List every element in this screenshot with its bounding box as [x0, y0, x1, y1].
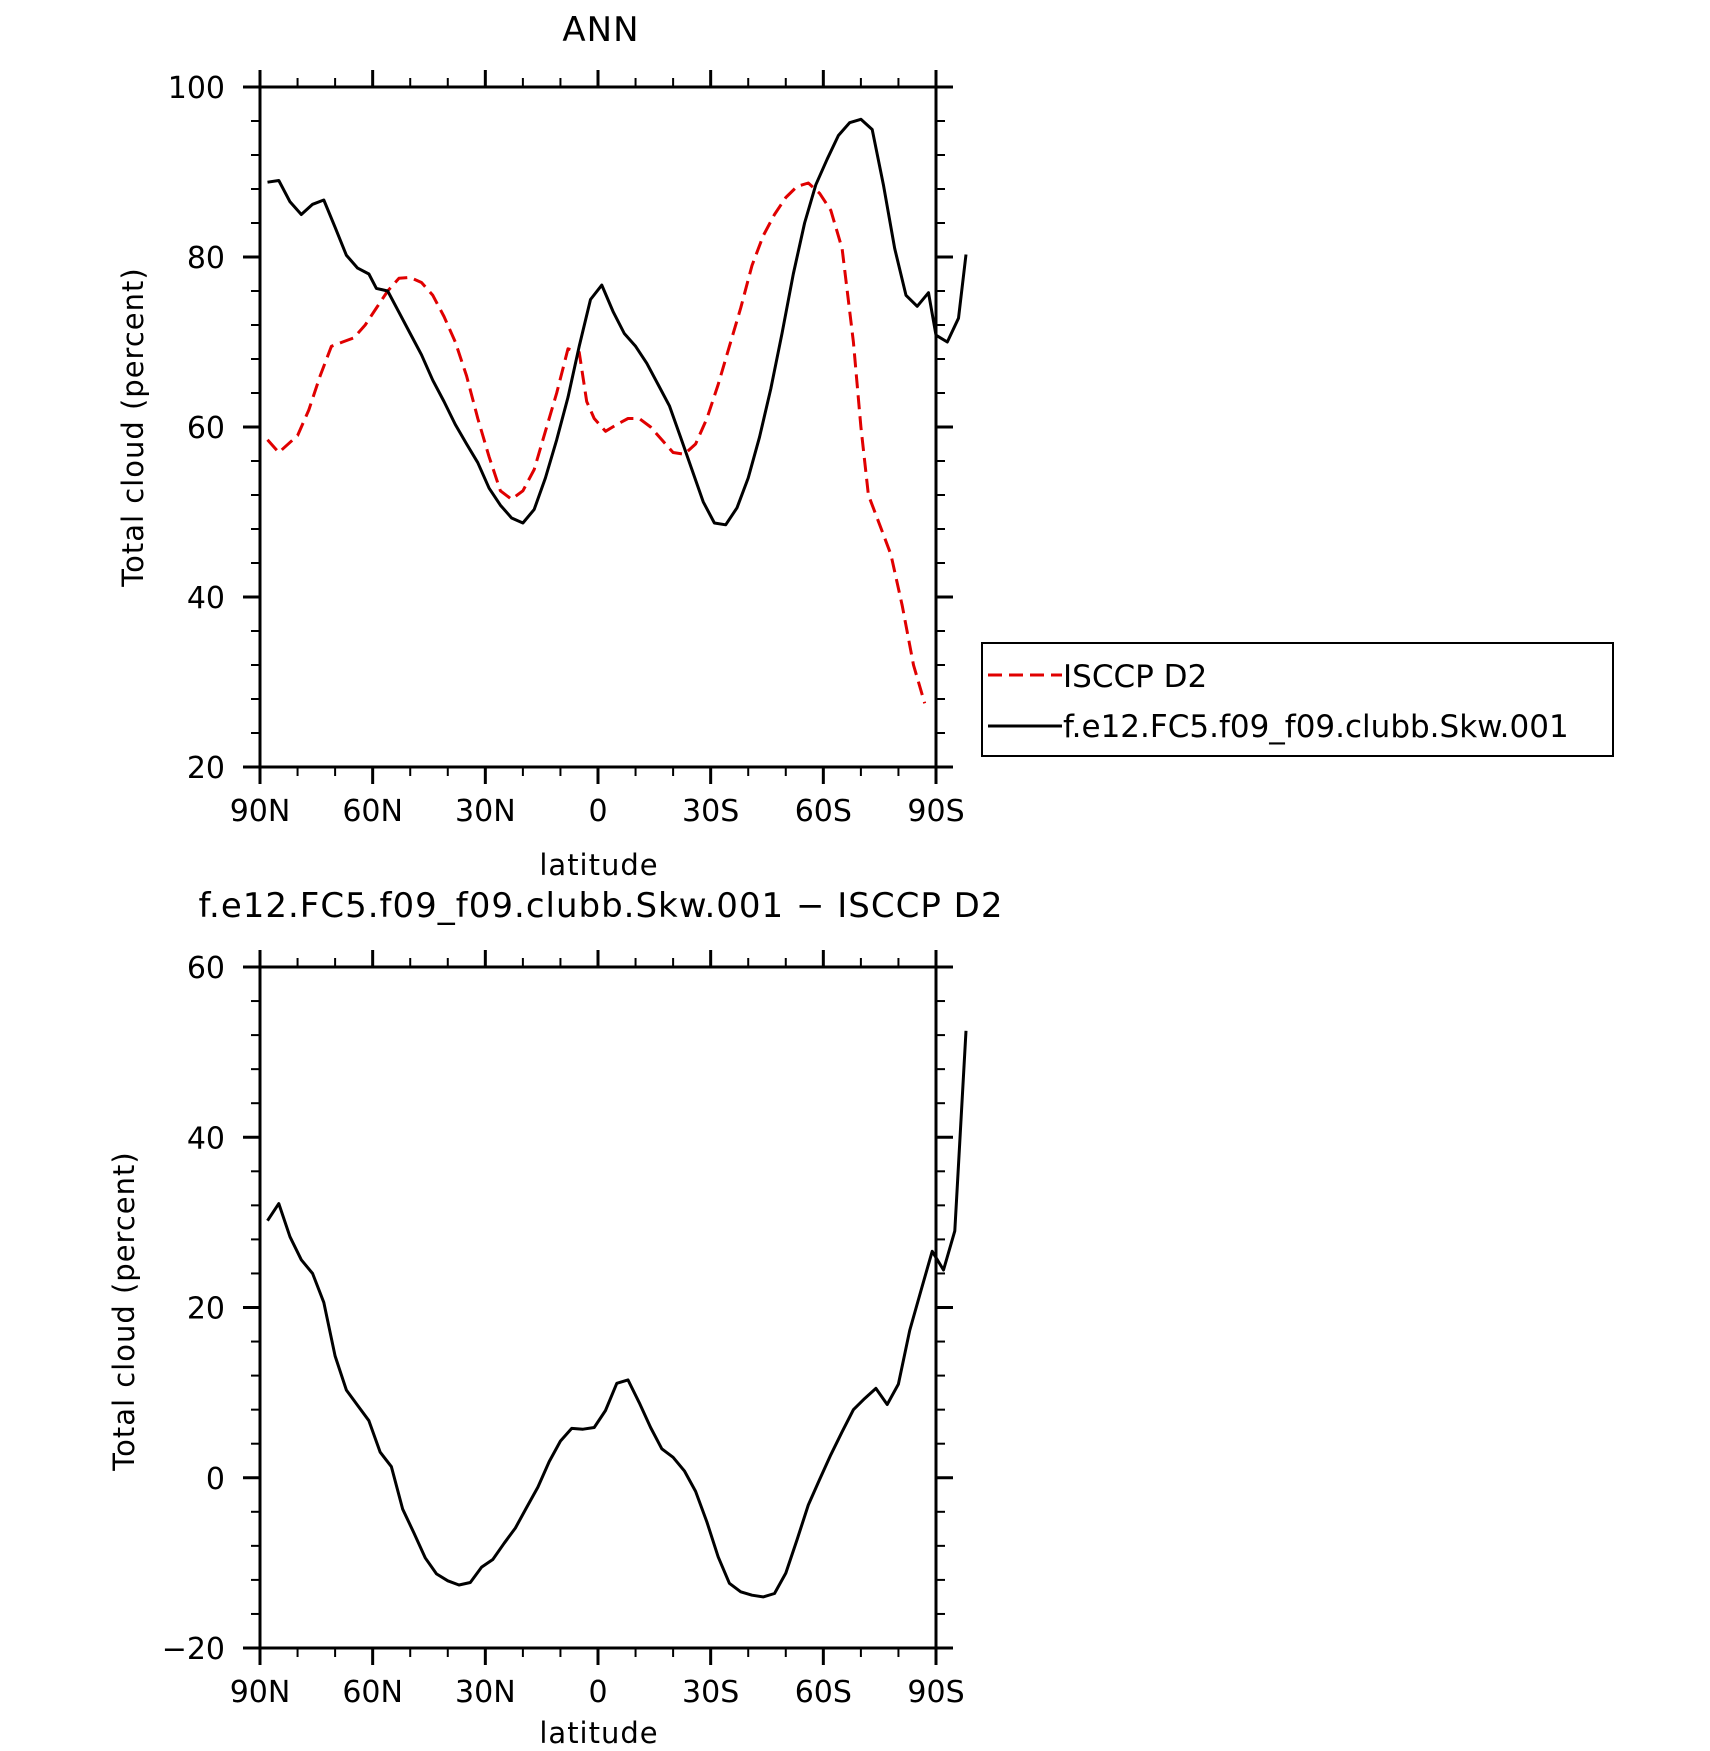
panel-difference-total-cloud: f.e12.FC5.f09_f09.clubb.Skw.001 − ISCCP … [107, 886, 1004, 1750]
panel2-y-tick-labels: −20 0 20 40 60 [162, 951, 225, 1667]
x-tick-label: 60N [342, 1675, 403, 1710]
x-tick-label: 30S [682, 1675, 739, 1710]
y-tick-label: 20 [187, 1292, 225, 1327]
x-tick-label: 90S [907, 1675, 964, 1710]
y-tick-label: 60 [187, 411, 225, 446]
y-tick-label: 40 [187, 1121, 225, 1156]
y-tick-label: 100 [168, 71, 225, 106]
panel1-ticks [243, 70, 953, 784]
x-tick-label: 60S [795, 1675, 852, 1710]
panel2-x-axis-label: latitude [539, 1716, 658, 1750]
y-tick-label: 60 [187, 951, 225, 986]
panel1-x-tick-labels: 90N 60N 30N 0 30S 60S 90S [230, 794, 965, 829]
panel1-series [266, 117, 968, 704]
x-tick-label: 30N [455, 1675, 516, 1710]
panel2-series [266, 1030, 968, 1599]
panel2-ticks [243, 950, 953, 1665]
x-tick-label: 0 [588, 1675, 607, 1710]
legend-label-isccp-d2: ISCCP D2 [1063, 659, 1207, 695]
x-tick-label: 90N [230, 1675, 291, 1710]
y-tick-label: −20 [162, 1632, 225, 1667]
x-tick-label: 60S [795, 794, 852, 829]
series-line-1 [267, 117, 968, 527]
x-tick-label: 60N [342, 794, 403, 829]
series-line-0 [266, 1030, 968, 1599]
legend-box [981, 642, 1614, 757]
panel-annual-total-cloud: ANN 90N 60N 30N 0 30S 60S 90S 20 40 60 80 100 lati… [116, 10, 968, 882]
y-tick-label: 80 [187, 241, 225, 276]
x-tick-label: 0 [588, 794, 607, 829]
panel2-x-tick-labels: 90N 60N 30N 0 30S 60S 90S [230, 1675, 965, 1710]
panel1-plot-frame [258, 85, 938, 769]
panel1-y-tick-labels: 20 40 60 80 100 [168, 71, 225, 786]
x-tick-label: 90N [230, 794, 291, 829]
panel2-title: f.e12.FC5.f09_f09.clubb.Skw.001 − ISCCP … [199, 886, 1004, 926]
x-tick-label: 30N [455, 794, 516, 829]
panel1-title: ANN [562, 10, 639, 50]
x-tick-label: 30S [682, 794, 739, 829]
legend: ISCCP D2 f.e12.FC5.f09_f09.clubb.Skw.001 [981, 642, 1614, 757]
y-tick-label: 0 [206, 1462, 225, 1497]
series-line-0 [266, 181, 927, 704]
panel2-plot-frame [258, 965, 938, 1650]
panel1-y-axis-label: Total cloud (percent) [116, 267, 150, 587]
panel1-x-axis-label: latitude [539, 848, 658, 882]
y-tick-label: 20 [187, 751, 225, 786]
y-tick-label: 40 [187, 581, 225, 616]
panel2-y-axis-label: Total cloud (percent) [107, 1151, 141, 1471]
x-tick-label: 90S [907, 794, 964, 829]
legend-label-model: f.e12.FC5.f09_f09.clubb.Skw.001 [1063, 709, 1569, 745]
